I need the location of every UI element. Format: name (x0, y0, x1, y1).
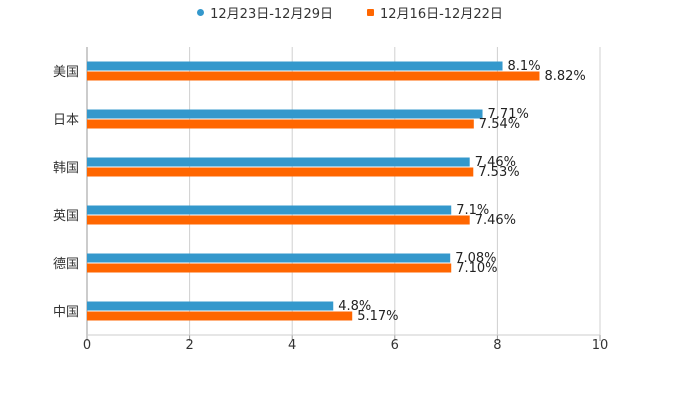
bar (87, 109, 483, 119)
legend-marker-series-2 (367, 9, 374, 16)
x-tick-label: 10 (592, 338, 609, 353)
bar (87, 61, 503, 71)
bar (87, 301, 334, 311)
data-label: 8.1% (508, 59, 541, 74)
legend-label-series-2: 12月16日-12月22日 (380, 7, 503, 22)
bar (87, 157, 470, 167)
data-label: 7.53% (478, 165, 519, 180)
data-label: 4.8% (338, 299, 371, 314)
data-label: 7.54% (479, 117, 520, 132)
x-tick-label: 8 (493, 338, 501, 353)
bar (87, 119, 474, 129)
legend-item-series-1[interactable]: 12月23日-12月29日 (197, 3, 333, 22)
bar (87, 263, 452, 273)
bar (87, 167, 474, 177)
data-label: 7.46% (475, 213, 516, 228)
bar (87, 215, 470, 225)
x-tick-label: 0 (83, 338, 91, 353)
data-label: 7.1% (456, 203, 489, 218)
data-label: 5.17% (357, 309, 398, 324)
x-tick-label: 2 (185, 338, 193, 353)
legend: 12月23日-12月29日 12月16日-12月22日 (0, 3, 700, 22)
legend-marker-series-1 (197, 9, 205, 16)
data-label: 7.10% (456, 261, 497, 276)
category-label: 美国 (53, 65, 79, 80)
category-label: 韩国 (53, 161, 79, 176)
legend-label-series-1: 12月23日-12月29日 (210, 7, 333, 22)
data-label: 8.82% (544, 69, 585, 84)
bar (87, 311, 353, 321)
bar (87, 253, 451, 263)
data-label: 7.08% (455, 251, 496, 266)
category-label: 中国 (53, 305, 79, 320)
bar (87, 71, 540, 81)
x-tick-label: 6 (391, 338, 399, 353)
data-label: 7.71% (488, 107, 529, 122)
x-tick-label: 4 (288, 338, 296, 353)
category-label: 英国 (53, 209, 79, 224)
category-label: 日本 (53, 113, 79, 128)
bar (87, 205, 452, 215)
data-label: 7.46% (475, 155, 516, 170)
category-label: 德国 (53, 257, 79, 272)
legend-item-series-2[interactable]: 12月16日-12月22日 (367, 3, 503, 22)
